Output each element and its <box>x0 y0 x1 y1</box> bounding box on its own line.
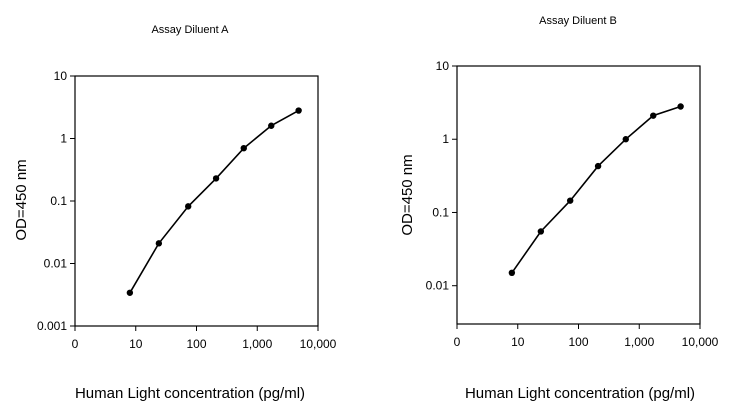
y-tick-label: 0.01 <box>426 279 450 293</box>
x-axis-label: Human Light concentration (pg/ml) <box>75 385 305 402</box>
data-point <box>508 269 516 277</box>
data-point <box>650 112 657 119</box>
x-tick-label: 1,000 <box>242 337 272 351</box>
data-point <box>622 136 629 143</box>
y-tick-label: 0.01 <box>44 257 68 271</box>
data-point <box>212 175 220 182</box>
y-tick-label: 0.001 <box>37 319 67 333</box>
plot-frame <box>74 75 319 327</box>
y-tick-label: 0.1 <box>50 194 67 208</box>
chart-title: Assay Diluent B <box>539 15 617 27</box>
x-tick-label: 0 <box>72 337 79 351</box>
y-tick-label: 10 <box>54 69 68 83</box>
y-axis-label: OD=450 nm <box>399 154 416 235</box>
data-point <box>126 289 134 296</box>
data-point <box>295 107 302 114</box>
x-tick-label: 10,000 <box>300 337 337 351</box>
chart-title: Assay Diluent A <box>151 24 229 36</box>
x-tick-label: 100 <box>568 335 588 349</box>
x-axis-label: Human Light concentration (pg/ml) <box>465 385 695 402</box>
y-tick-label: 1 <box>442 132 449 146</box>
x-tick-label: 10 <box>129 337 143 351</box>
x-tick-label: 10 <box>511 335 525 349</box>
x-tick-label: 10,000 <box>682 335 719 349</box>
x-tick-label: 0 <box>454 335 461 349</box>
data-point <box>268 122 275 129</box>
y-tick-label: 0.1 <box>432 205 449 219</box>
series-line <box>511 105 681 274</box>
data-point <box>155 240 163 247</box>
data-point <box>537 228 545 235</box>
plot-frame <box>456 65 701 325</box>
y-tick-label: 10 <box>436 59 450 73</box>
y-axis-label: OD=450 nm <box>13 159 30 240</box>
data-point <box>566 197 574 204</box>
data-point <box>184 203 192 210</box>
series-line <box>129 109 299 294</box>
data-point <box>240 144 247 152</box>
data-point <box>594 162 602 170</box>
x-tick-label: 1,000 <box>624 335 654 349</box>
x-tick-label: 100 <box>186 337 206 351</box>
data-point <box>677 103 684 110</box>
y-tick-label: 1 <box>60 132 67 146</box>
